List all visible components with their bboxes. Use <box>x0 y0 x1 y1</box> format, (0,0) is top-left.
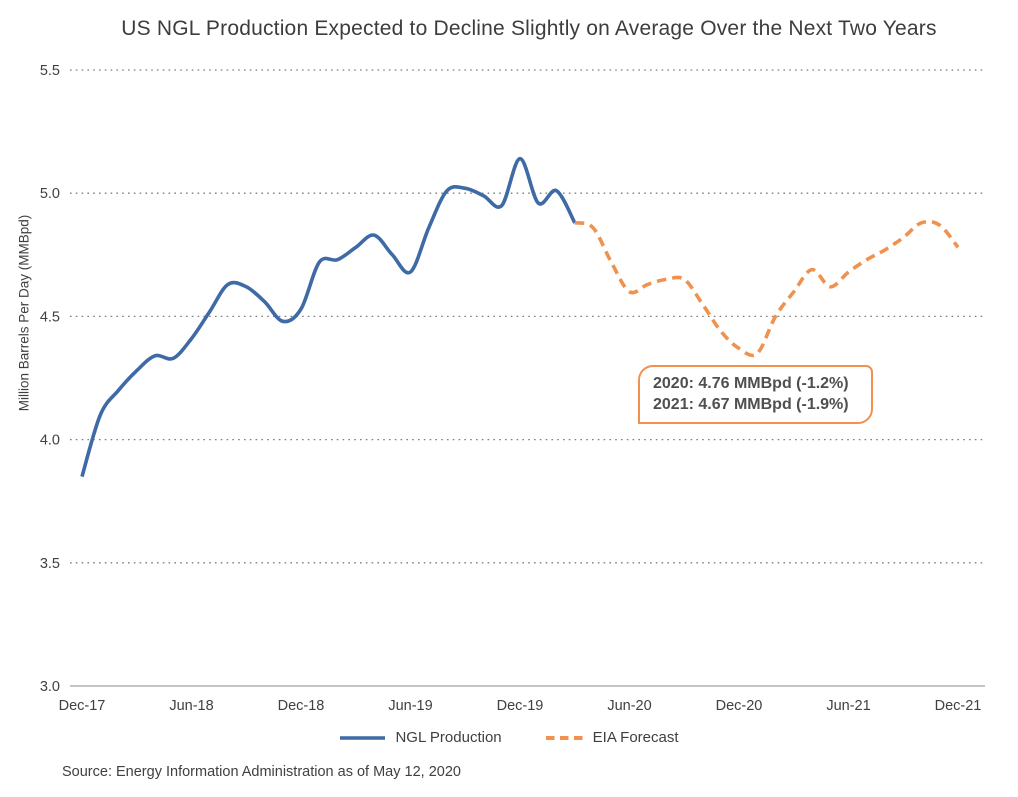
y-tick-label-4.5: 4.5 <box>40 309 60 325</box>
forecast-callout: 2020: 4.76 MMBpd (-1.2%) 2021: 4.67 MMBp… <box>638 365 873 425</box>
x-tick-label-Dec-17: Dec-17 <box>59 698 106 714</box>
legend-dashed-line-swatch <box>545 735 584 740</box>
legend-label-eia-forecast: EIA Forecast <box>592 729 679 746</box>
x-tick-label-Dec-21: Dec-21 <box>935 698 982 714</box>
legend-item-eia-forecast: EIA Forecast <box>545 729 679 746</box>
y-tick-label-4.0: 4.0 <box>40 433 60 449</box>
x-tick-label-Dec-20: Dec-20 <box>716 698 763 714</box>
legend-item-ngl-production: NGL Production <box>339 729 502 746</box>
y-tick-label-3.5: 3.5 <box>40 556 60 572</box>
y-tick-label-5.0: 5.0 <box>40 186 60 202</box>
x-tick-label-Jun-19: Jun-19 <box>388 698 432 714</box>
chart-title: US NGL Production Expected to Decline Sl… <box>121 17 937 40</box>
x-tick-label-Dec-18: Dec-18 <box>278 698 325 714</box>
x-tick-label-Dec-19: Dec-19 <box>497 698 544 714</box>
x-tick-label-Jun-20: Jun-20 <box>607 698 651 714</box>
source-note: Source: Energy Information Administratio… <box>62 764 461 780</box>
y-tick-label-5.5: 5.5 <box>40 63 60 79</box>
x-tick-label-Jun-21: Jun-21 <box>826 698 870 714</box>
x-tick-label-Jun-18: Jun-18 <box>169 698 213 714</box>
series-line-eia-forecast <box>574 219 960 358</box>
forecast-callout-line-2020: 2020: 4.76 MMBpd (-1.2%) <box>653 375 849 392</box>
legend-solid-line-swatch <box>340 735 386 740</box>
legend: NGL Production EIA Forecast <box>0 729 1018 746</box>
y-tick-label-3.0: 3.0 <box>40 679 60 695</box>
legend-label-ngl-production: NGL Production <box>395 729 502 746</box>
forecast-callout-line-2021: 2021: 4.67 MMBpd (-1.9%) <box>653 396 849 414</box>
series-line-ngl-production <box>80 156 577 478</box>
